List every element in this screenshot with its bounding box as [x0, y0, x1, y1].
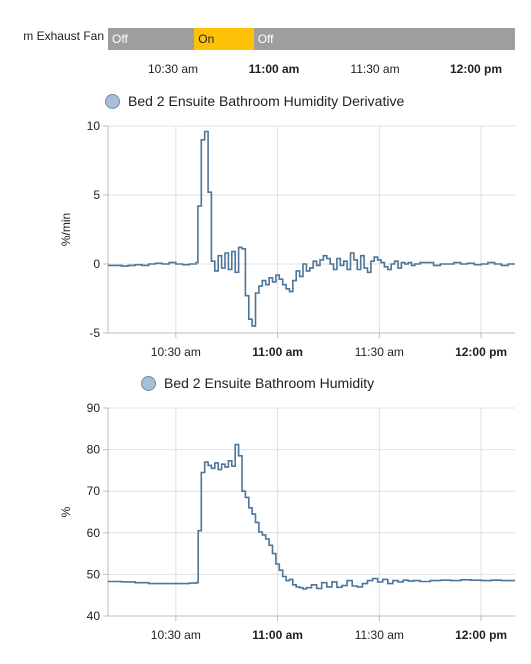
- x-tick-label: 11:00 am: [252, 628, 303, 642]
- timeline-axis: 10:30 am 11:00 am 11:30 am 12:00 pm: [0, 62, 531, 80]
- y-tick-label: -5: [89, 326, 100, 340]
- y-axis-label: %: [59, 506, 73, 517]
- legend-label: Bed 2 Ensuite Bathroom Humidity: [164, 375, 375, 391]
- y-tick-label: 70: [87, 484, 101, 498]
- y-tick-label: 80: [87, 443, 101, 457]
- timeline-bar[interactable]: Off On Off: [108, 28, 515, 50]
- humidity-derivative-chart: Bed 2 Ensuite Bathroom Humidity Derivati…: [0, 88, 531, 368]
- timeline-tick-label: 12:00 pm: [449, 62, 503, 76]
- timeline-segment-off[interactable]: Off: [253, 28, 515, 50]
- y-axis-label: %/min: [59, 213, 73, 246]
- x-tick-label: 10:30 am: [151, 345, 201, 359]
- timeline-tick-label: 10:30 am: [147, 62, 199, 76]
- y-tick-label: 60: [87, 526, 101, 540]
- timeline-segment-off[interactable]: Off: [108, 28, 195, 50]
- humidity-plot[interactable]: 90 80 70 60 50 40 10:30 am 11:00 am 11:30 am 12:0…: [0, 370, 531, 660]
- series-line[interactable]: [108, 443, 515, 590]
- y-tick-label: 0: [93, 257, 100, 271]
- x-tick-label: 12:00 pm: [455, 628, 507, 642]
- y-tick-label: 5: [93, 188, 100, 202]
- x-tick-label: 10:30 am: [151, 628, 201, 642]
- chart-legend[interactable]: Bed 2 Ensuite Bathroom Humidity: [141, 375, 374, 391]
- timeline-tick-label: 11:00 am: [248, 62, 300, 76]
- chart-legend[interactable]: Bed 2 Ensuite Bathroom Humidity Derivati…: [105, 93, 404, 109]
- legend-color-swatch: [105, 93, 120, 109]
- y-tick-label: 40: [87, 609, 101, 623]
- humidity-chart: Bed 2 Ensuite Bathroom Humidity 90 80 70 60…: [0, 370, 531, 660]
- y-tick-label: 90: [87, 401, 101, 415]
- legend-label: Bed 2 Ensuite Bathroom Humidity Derivati…: [128, 93, 405, 109]
- y-tick-label: 50: [87, 567, 101, 581]
- x-tick-label: 12:00 pm: [455, 345, 507, 359]
- timeline-entity-label: m Exhaust Fan: [23, 29, 104, 43]
- series-line[interactable]: [108, 130, 515, 327]
- y-tick-label: 10: [87, 119, 101, 133]
- timeline-tick-label: 11:30 am: [350, 62, 400, 76]
- timeline-segment-on[interactable]: On: [194, 28, 254, 50]
- x-tick-label: 11:00 am: [252, 345, 303, 359]
- x-tick-label: 11:30 am: [355, 345, 404, 359]
- legend-color-swatch: [141, 375, 156, 391]
- x-tick-label: 11:30 am: [355, 628, 404, 642]
- derivative-plot[interactable]: 10 5 0 -5 10:30 am 11:00 am 11:30 am 12:00 pm %/…: [0, 88, 531, 368]
